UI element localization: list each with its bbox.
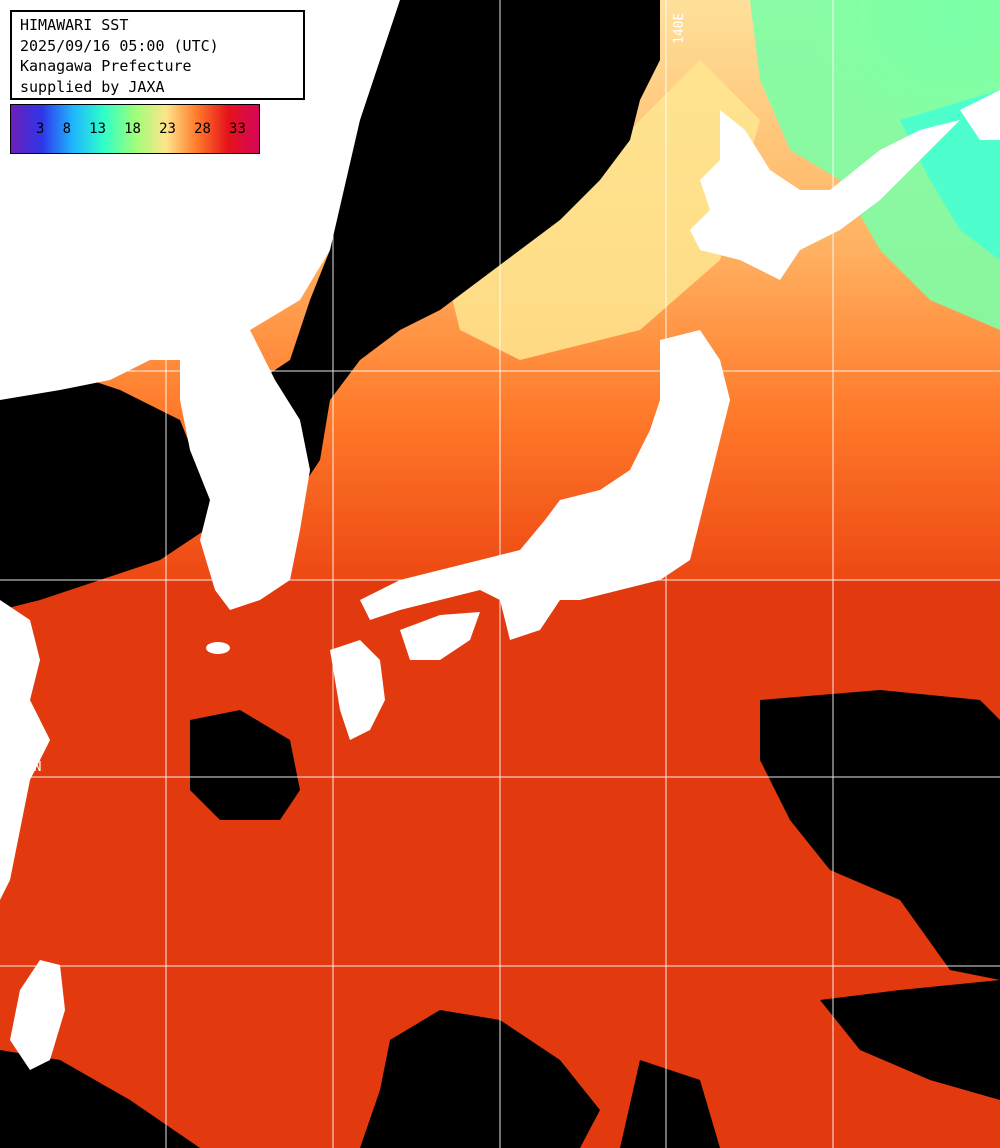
info-box: HIMAWARI SST 2025/09/16 05:00 (UTC) Kana… [10, 10, 305, 100]
sea-yellow-band [440, 60, 760, 360]
scale-labels: 3 8 13 18 23 28 33 [11, 105, 259, 153]
scale-label: 13 [89, 121, 106, 137]
scale-label: 8 [62, 121, 72, 137]
cloud-south-mid [620, 1060, 720, 1148]
temperature-color-scale: 3 8 13 18 23 28 33 [10, 104, 260, 154]
lon-label-140e: 140E [672, 12, 687, 44]
cloud-kuroshio-east [760, 690, 1000, 980]
land-shikoku [400, 612, 480, 660]
observation-datetime: 2025/09/16 05:00 (UTC) [20, 36, 219, 55]
land-hokkaido [690, 110, 960, 280]
scale-label: 3 [36, 121, 45, 137]
data-credit: supplied by JAXA [20, 77, 165, 96]
cloud-south-center [360, 1010, 600, 1148]
lat-label-30n: 30N [18, 760, 42, 775]
land-china-coast [0, 600, 50, 900]
land-kyushu [330, 640, 385, 740]
scale-label: 23 [159, 121, 176, 137]
land-honshu [360, 330, 730, 640]
cloud-southeast [820, 980, 1000, 1100]
scale-label: 33 [229, 121, 246, 137]
cloud-southwest [0, 1050, 200, 1148]
land-sakhalin [960, 90, 1000, 140]
land-asia-mainland [0, 0, 400, 400]
cloud-east-china-sea [190, 710, 300, 820]
land-korea [180, 330, 310, 610]
scale-label: 18 [124, 121, 141, 137]
land [0, 0, 1000, 1070]
lat-label-40n: 40N [14, 353, 38, 368]
map-title: HIMAWARI SST [20, 16, 129, 34]
cloud-korea-west [0, 370, 220, 610]
scale-label: 28 [194, 121, 211, 137]
land-jeju [206, 642, 230, 654]
region-label: Kanagawa Prefecture [20, 57, 192, 75]
land-taiwan [10, 960, 65, 1070]
